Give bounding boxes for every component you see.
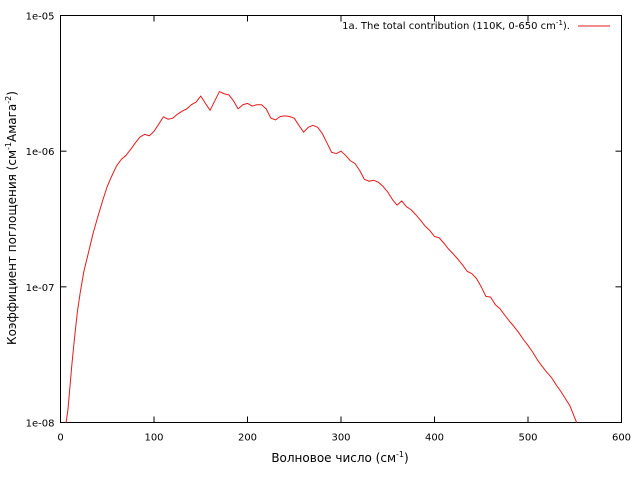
legend: 1a. The total contribution (110K, 0-650 … — [342, 19, 610, 32]
x-axis-ticks: 0 100 200 300 400 500 600 — [57, 15, 631, 444]
series-layer — [65, 91, 578, 423]
y-axis-ticks: 1e-08 1e-07 1e-06 1e-05 — [26, 12, 622, 430]
y-tick-label: 1e-07 — [26, 283, 55, 294]
x-axis-label: Волновое число (см-1) — [271, 450, 408, 465]
y-axis-label: Коэффициент поглощения (см-1Амага-2) — [4, 91, 19, 345]
series-line — [65, 91, 578, 423]
x-tick-label: 100 — [144, 433, 163, 444]
x-tick-label: 300 — [331, 433, 350, 444]
x-tick-label: 600 — [612, 433, 631, 444]
x-tick-label: 400 — [425, 433, 444, 444]
x-tick-label: 200 — [238, 433, 257, 444]
x-tick-label: 500 — [518, 433, 537, 444]
legend-entry-label: 1a. The total contribution (110K, 0-650 … — [342, 19, 570, 32]
plot-frame — [60, 15, 622, 423]
y-tick-label: 1e-05 — [26, 12, 55, 23]
x-tick-label: 0 — [57, 433, 63, 444]
y-tick-label: 1e-08 — [26, 419, 55, 430]
y-tick-label: 1e-06 — [26, 147, 55, 158]
